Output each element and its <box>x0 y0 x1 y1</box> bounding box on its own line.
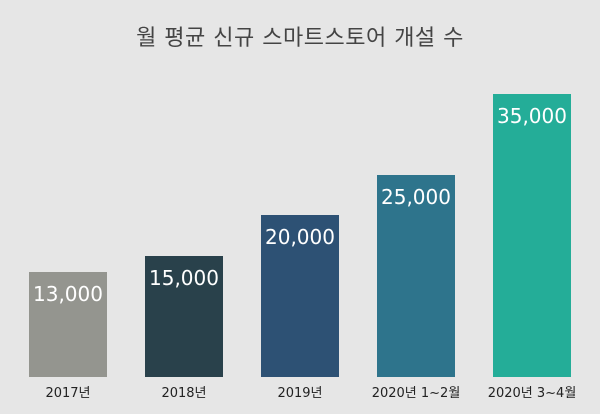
category-label: 2019년 <box>277 386 323 401</box>
bar-value-label: 15,000 <box>149 266 219 290</box>
bar-value-label: 25,000 <box>381 185 451 209</box>
category-label: 2020년 3~4월 <box>487 386 577 401</box>
bar: 20,000 <box>261 215 339 377</box>
category-label: 2018년 <box>161 386 207 401</box>
bar: 13,000 <box>29 272 107 377</box>
chart-title: 월 평균 신규 스마트스토어 개설 수 <box>136 26 464 51</box>
bar: 15,000 <box>145 256 223 377</box>
bar-value-label: 13,000 <box>33 282 103 306</box>
category-label: 2020년 1~2월 <box>371 386 461 401</box>
bar: 35,000 <box>493 94 571 377</box>
category-label: 2017년 <box>45 386 91 401</box>
bar-value-label: 35,000 <box>497 104 567 128</box>
bar-value-label: 20,000 <box>265 225 335 249</box>
bar: 25,000 <box>377 175 455 377</box>
